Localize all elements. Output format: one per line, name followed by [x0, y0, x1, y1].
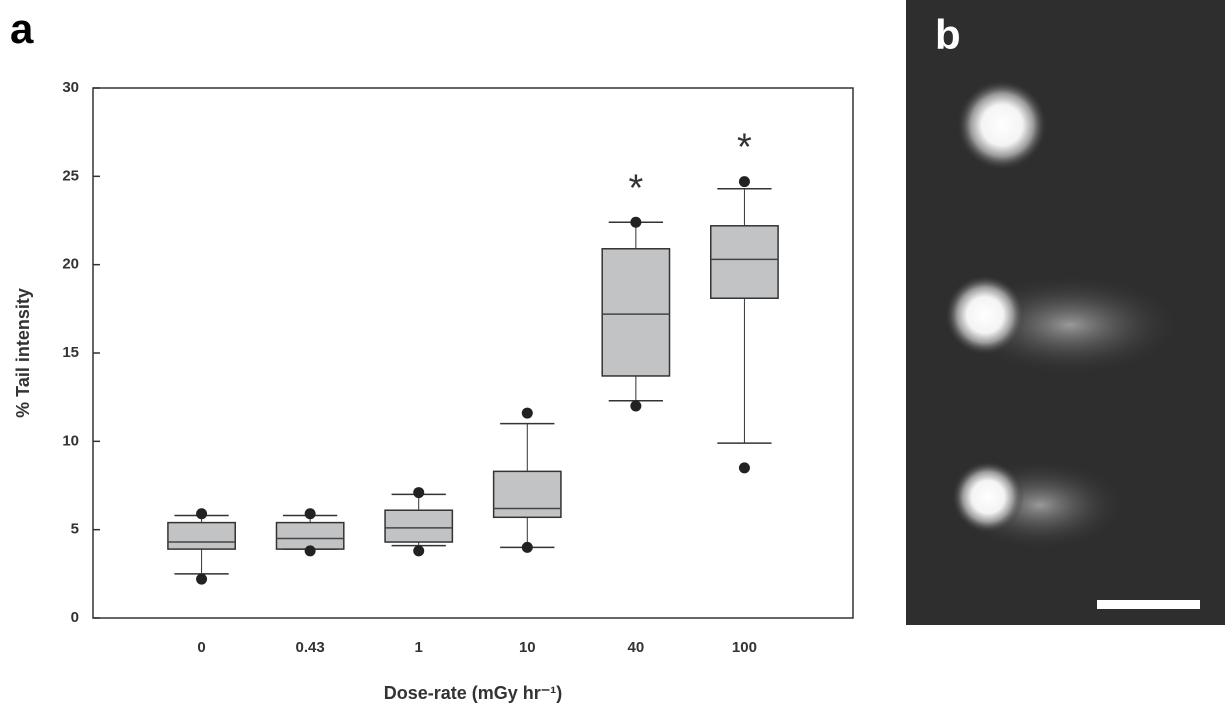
panel-label: b — [935, 11, 961, 58]
x-tick-label: 40 — [628, 639, 645, 656]
y-tick-label: 30 — [62, 79, 79, 96]
y-tick-label: 25 — [62, 167, 79, 184]
box — [275, 521, 345, 550]
image-panel: b — [906, 0, 1225, 625]
box — [710, 225, 779, 299]
outlier — [630, 216, 642, 228]
outlier — [413, 545, 425, 557]
annotation: * — [737, 127, 752, 169]
panel-label: a — [10, 5, 34, 52]
box — [492, 470, 562, 519]
outlier — [413, 487, 425, 499]
annotation: * — [628, 167, 643, 209]
y-tick-label: 20 — [62, 256, 79, 273]
x-tick-label: 0.43 — [296, 639, 325, 656]
outlier — [304, 508, 316, 520]
outlier — [196, 573, 208, 585]
x-tick-label: 100 — [732, 639, 757, 656]
y-tick-label: 5 — [71, 521, 79, 538]
outlier — [521, 541, 533, 553]
box — [601, 248, 671, 377]
scale-bar — [1097, 600, 1200, 609]
x-tick-label: 10 — [519, 639, 536, 656]
x-tick-label: 0 — [197, 639, 205, 656]
y-tick-label: 10 — [62, 432, 79, 449]
box — [167, 521, 236, 550]
x-axis-title: Dose-rate (mGy hr⁻¹) — [384, 683, 563, 703]
comet-head — [945, 275, 1025, 355]
outlier — [738, 176, 750, 188]
outlier — [630, 400, 642, 412]
outlier — [196, 508, 208, 520]
y-axis-title: % Tail intensity — [13, 288, 33, 418]
outlier — [521, 407, 533, 419]
box — [384, 509, 454, 543]
outlier — [738, 462, 750, 474]
comet-head — [952, 461, 1024, 533]
y-tick-label: 15 — [62, 344, 79, 361]
comet-head — [957, 80, 1047, 170]
y-tick-label: 0 — [71, 609, 79, 626]
outlier — [304, 545, 316, 557]
x-tick-label: 1 — [415, 639, 423, 656]
